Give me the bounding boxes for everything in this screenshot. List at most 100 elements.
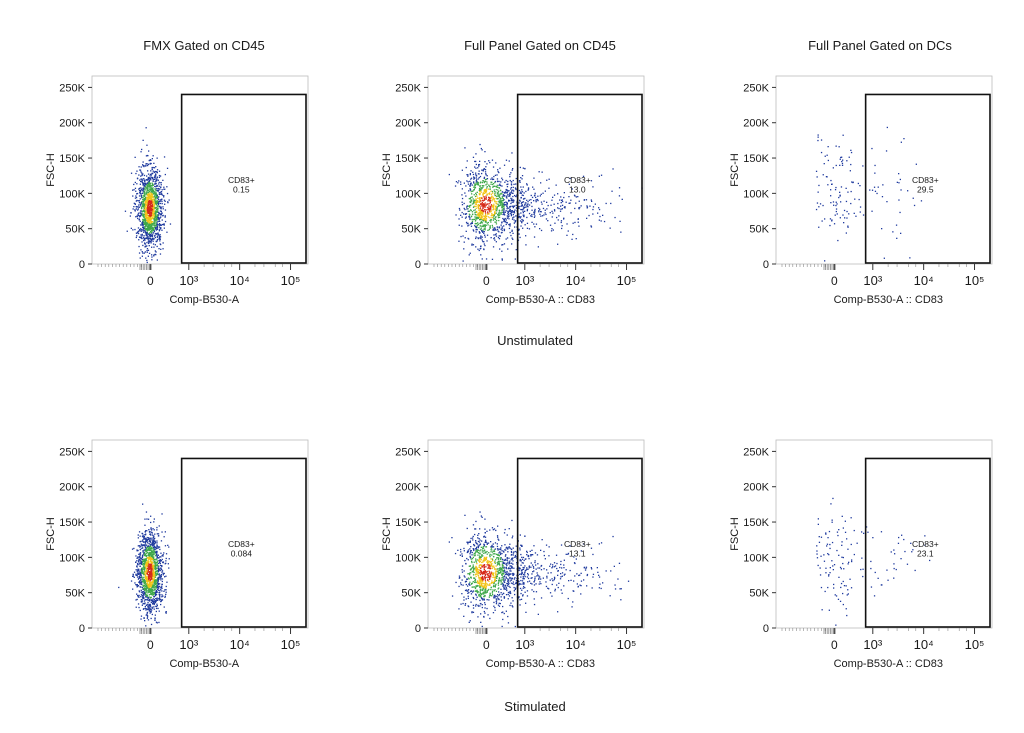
event-dot [139,552,142,554]
event-dot [494,180,496,183]
event-dot [138,577,141,579]
event-dot [497,193,499,195]
event-dot [160,588,162,591]
event-dot [138,581,140,583]
event-dot [149,214,151,216]
event-dot [537,195,539,197]
event-dot [140,594,143,596]
event-dot [142,547,144,549]
event-dot [476,195,478,197]
event-dot [480,227,482,229]
event-dot [160,198,163,201]
event-dot [515,204,517,206]
event-dot [896,181,898,183]
event-dot [469,185,471,187]
event-dot [471,190,474,192]
event-dot [482,210,484,212]
event-dot [147,553,150,555]
event-dot [620,231,622,233]
event-dot [158,183,160,185]
event-dot [146,617,148,619]
event-dot [494,218,496,221]
event-dot [497,588,499,590]
event-dot [521,571,523,573]
event-dot [556,216,558,219]
y-tick-label: 200K [395,482,421,494]
event-dot [479,213,481,215]
event-dot [155,225,157,227]
event-dot [475,182,477,184]
event-dot [508,207,510,209]
event-dot [150,205,153,208]
event-dot [858,198,860,201]
event-dot [533,213,535,215]
event-dot [501,226,503,228]
event-dot [167,201,169,203]
event-dot [520,212,522,214]
event-dot [155,240,158,243]
event-dot [157,232,159,234]
event-dot [147,176,150,179]
event-dot [145,625,147,627]
event-dot [145,587,147,589]
event-dot [839,164,841,166]
event-dot [871,210,873,212]
event-dot [155,567,158,569]
event-dot [530,577,532,579]
event-dot [609,227,611,229]
event-dot [139,546,141,548]
event-dot [482,215,484,217]
event-dot [832,167,834,169]
event-dot [150,570,152,573]
event-dot [521,191,524,193]
event-dot [151,532,153,534]
event-dot [134,156,136,158]
event-dot [146,542,149,544]
event-dot [147,255,149,257]
event-dot [475,202,478,204]
event-dot [489,197,491,199]
event-dot [511,198,513,200]
event-dot [481,204,483,206]
event-dot [469,217,471,219]
event-dot [824,218,826,220]
event-dot [145,595,147,597]
event-dot [151,217,153,219]
event-dot [482,195,484,197]
event-dot [139,565,141,567]
event-dot [136,565,138,567]
event-dot [143,554,146,557]
event-dot [138,569,140,572]
event-dot [145,604,147,606]
event-dot [146,573,148,575]
event-dot [527,201,529,203]
event-dot [165,612,167,614]
event-dot [518,213,520,215]
event-dot [156,603,158,605]
event-dot [475,205,477,208]
event-dot [476,548,478,551]
event-dot [490,546,492,548]
event-dot [141,251,143,253]
event-dot [155,605,157,607]
event-dot [140,178,142,180]
event-dot [137,603,140,605]
event-dot [138,174,140,176]
event-dot [475,219,477,221]
event-dot [148,229,150,231]
event-dot [159,238,161,240]
event-dot [143,585,145,587]
event-dot [478,193,480,195]
event-dot [479,222,481,225]
event-dot [150,601,152,604]
event-dot [150,233,152,235]
event-dot [160,576,162,578]
event-dot [479,143,481,146]
event-dot [143,206,145,208]
event-dot [153,578,155,580]
event-dot [501,197,504,199]
event-dot [839,217,841,219]
event-dot [480,245,482,247]
event-dot [515,220,517,222]
